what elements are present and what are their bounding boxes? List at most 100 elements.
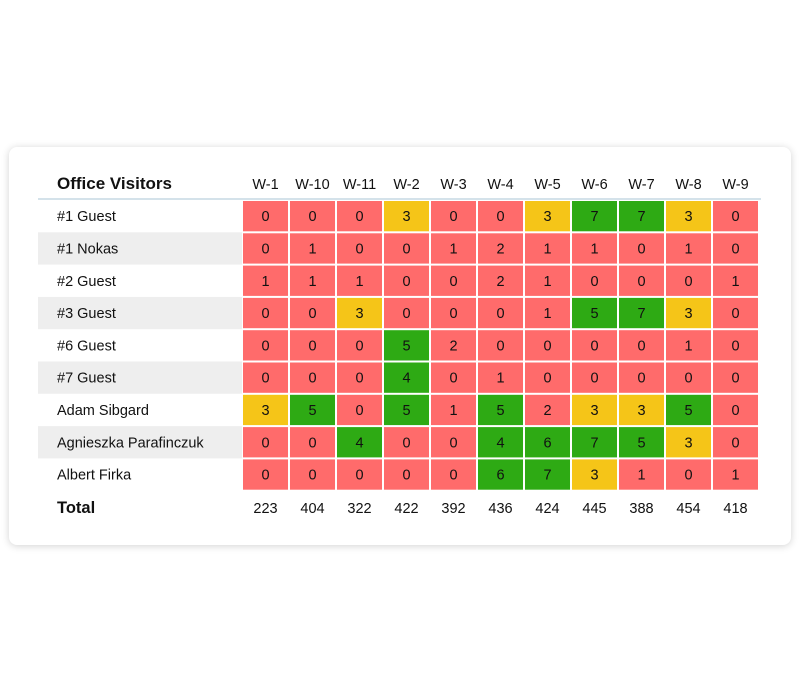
heatmap-cell [243, 330, 288, 361]
row-label: #6 Guest [57, 338, 116, 354]
cell-value: 0 [402, 241, 410, 257]
cell-value: 3 [261, 403, 269, 419]
heatmap-cell [666, 201, 711, 232]
heatmap-cell [478, 459, 523, 490]
heatmap-cell [713, 233, 758, 264]
heatmap-cell [525, 362, 570, 393]
total-label: Total [57, 499, 95, 517]
column-header: W-6 [581, 177, 607, 193]
cell-value: 0 [308, 209, 316, 225]
cell-value: 0 [731, 338, 739, 354]
cell-value: 1 [261, 274, 269, 290]
cell-value: 2 [543, 403, 551, 419]
heatmap-cell [572, 362, 617, 393]
heatmap-cell [666, 330, 711, 361]
heatmap-cell [619, 297, 664, 329]
cell-value: 0 [684, 274, 692, 290]
cell-value: 1 [590, 241, 598, 257]
heatmap-cell [431, 201, 476, 232]
cell-value: 1 [308, 274, 316, 290]
column-total: 436 [488, 501, 512, 517]
row-stripe [38, 426, 242, 459]
heatmap-cell [713, 362, 758, 393]
cell-value: 3 [590, 468, 598, 484]
cell-value: 2 [449, 338, 457, 354]
heatmap-cell [572, 265, 617, 296]
row-label: #3 Guest [57, 306, 116, 322]
column-total: 424 [535, 501, 559, 517]
heatmap-cell [478, 330, 523, 361]
cell-value: 0 [637, 338, 645, 354]
cell-value: 0 [731, 371, 739, 387]
column-total: 404 [300, 501, 324, 517]
heatmap-cell [525, 394, 570, 426]
heatmap-cell [243, 201, 288, 232]
column-total: 445 [582, 501, 606, 517]
cell-value: 0 [684, 371, 692, 387]
heatmap-cell [384, 201, 429, 232]
cell-value: 0 [261, 338, 269, 354]
heatmap-cell [290, 427, 335, 458]
cell-value: 7 [590, 435, 598, 451]
heatmap-cell [384, 330, 429, 361]
cell-value: 1 [684, 338, 692, 354]
cell-value: 3 [637, 403, 645, 419]
cell-value: 7 [637, 306, 645, 322]
cell-value: 3 [543, 209, 551, 225]
column-total: 422 [394, 501, 418, 517]
heatmap-cell [713, 201, 758, 232]
row-label: Adam Sibgard [57, 403, 149, 419]
heatmap-cell [478, 362, 523, 393]
heatmap-cell [243, 265, 288, 296]
heatmap-cell [666, 394, 711, 426]
heatmap-cell [478, 427, 523, 458]
heatmap-cell [713, 459, 758, 490]
cell-value: 5 [402, 403, 410, 419]
cell-value: 1 [543, 241, 551, 257]
heatmap-cell [243, 297, 288, 329]
heatmap-cell [619, 362, 664, 393]
cell-value: 0 [543, 371, 551, 387]
heatmap-cell [572, 297, 617, 329]
cell-value: 0 [590, 274, 598, 290]
heatmap-cell [619, 233, 664, 264]
column-total: 418 [723, 501, 747, 517]
cell-value: 1 [731, 468, 739, 484]
cell-value: 3 [590, 403, 598, 419]
heatmap-cell [572, 233, 617, 264]
cell-value: 0 [355, 338, 363, 354]
cell-value: 0 [637, 371, 645, 387]
heatmap-cell [384, 362, 429, 393]
heatmap-cell [713, 297, 758, 329]
cell-value: 1 [449, 403, 457, 419]
cell-value: 6 [496, 468, 504, 484]
column-header: W-7 [628, 177, 654, 193]
column-total: 388 [629, 501, 653, 517]
cell-value: 0 [261, 468, 269, 484]
cell-value: 5 [637, 435, 645, 451]
heatmap-cell [666, 362, 711, 393]
heatmap-cell [572, 427, 617, 458]
cell-value: 5 [496, 403, 504, 419]
cell-value: 0 [261, 209, 269, 225]
cell-value: 0 [402, 435, 410, 451]
column-header: W-9 [722, 177, 748, 193]
cell-value: 0 [684, 468, 692, 484]
cell-value: 0 [590, 338, 598, 354]
office-visitors-card: Office Visitors W-1 W-10 W-11 W-2 W-3 W-4 W-5 W… [9, 147, 791, 545]
heatmap-cell [290, 201, 335, 232]
heatmap-cell [619, 427, 664, 458]
heatmap-cell [619, 201, 664, 232]
heatmap-cell [619, 394, 664, 426]
column-total: 223 [253, 501, 277, 517]
row-stripe [38, 361, 242, 394]
row-label: #2 Guest [57, 274, 116, 290]
heatmap-cell [337, 330, 382, 361]
cell-value: 0 [637, 241, 645, 257]
heatmap-cell [525, 201, 570, 232]
cell-value: 1 [684, 241, 692, 257]
heatmap-cell [337, 394, 382, 426]
cell-value: 0 [261, 435, 269, 451]
column-header: W-10 [295, 177, 329, 193]
heatmap-cell [713, 265, 758, 296]
